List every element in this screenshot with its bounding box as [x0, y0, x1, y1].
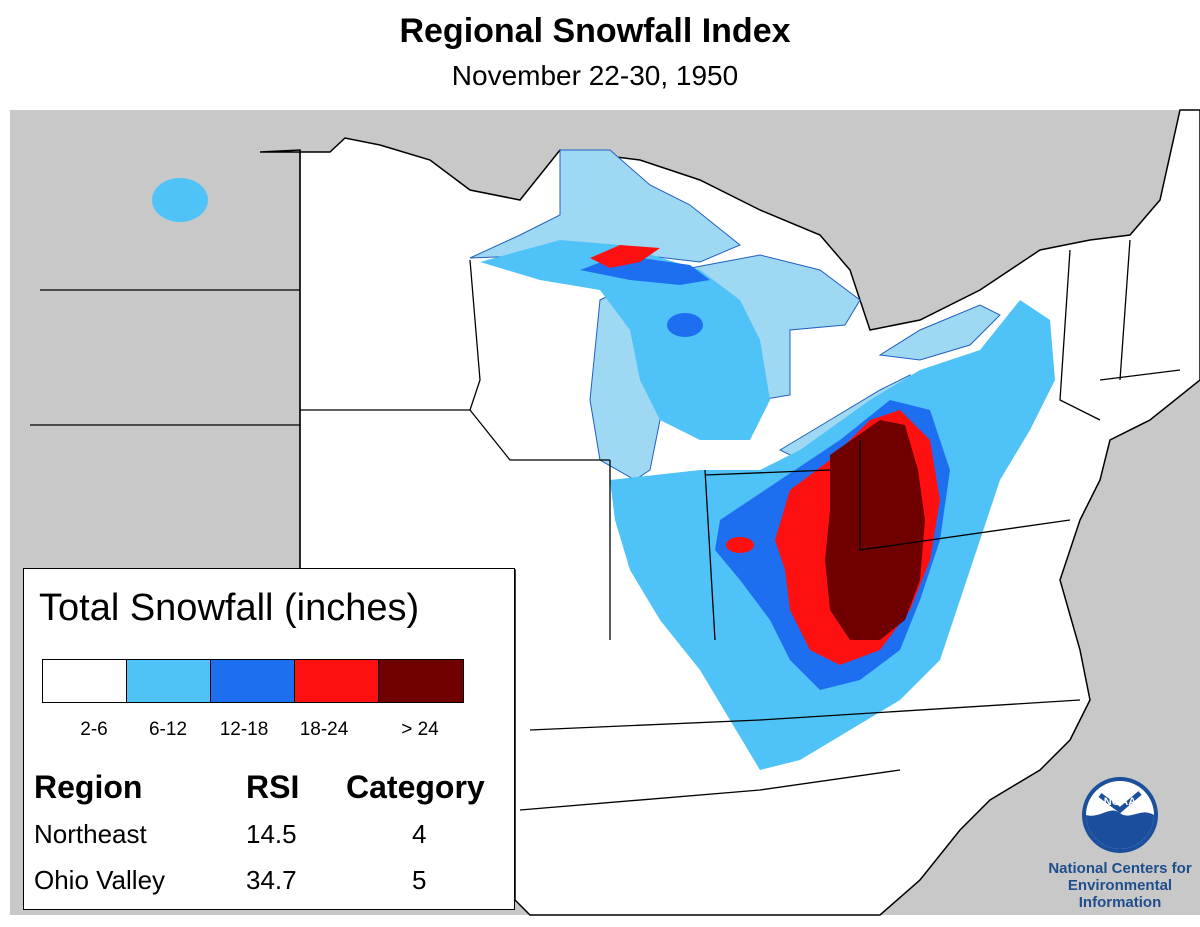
- legend-title: Total Snowfall (inches): [39, 587, 420, 629]
- rsi-row-category: 4: [412, 819, 427, 849]
- rsi-header-rsi: RSI: [246, 769, 300, 805]
- legend-label-6-12: 6-12: [148, 719, 188, 740]
- rsi-row-region: Northeast: [34, 819, 147, 849]
- legend-labels: 2-6 6-12 12-18 18-24 > 24: [42, 719, 482, 741]
- rsi-header-region: Region: [34, 769, 143, 805]
- rsi-row-value: 34.7: [246, 865, 297, 895]
- state-borders: [30, 150, 1181, 811]
- noaa-badge-text: NOAA: [1104, 796, 1136, 808]
- ncei-org-name: National Centers for Environmental Infor…: [1040, 860, 1200, 911]
- ncei-line-1: National Centers for: [1048, 860, 1192, 877]
- rsi-row-region: Ohio Valley: [34, 865, 166, 895]
- ncei-line-3: Information: [1078, 894, 1162, 911]
- legend-swatch-18-24: [295, 660, 379, 702]
- legend-panel: Total Snowfall (inches) 2-6 6-12 12-18 1…: [23, 568, 515, 910]
- map-subtitle: November 22-30, 1950: [451, 60, 739, 91]
- legend-label-18-24: 18-24: [299, 719, 349, 740]
- legend-swatch-gt-24: [379, 660, 463, 702]
- legend-label-2-6: 2-6: [80, 719, 108, 740]
- ncei-line-2: Environmental: [1067, 877, 1173, 894]
- legend-swatch-6-12: [127, 660, 211, 702]
- noaa-logo: [1082, 777, 1158, 853]
- legend-swatches: [42, 659, 464, 703]
- lake-ontario: [878, 304, 1001, 361]
- legend-swatch-2-6: [43, 660, 127, 702]
- legend-label-12-18: 12-18: [219, 719, 269, 740]
- legend-swatch-12-18: [211, 660, 295, 702]
- rsi-header-category: Category: [346, 769, 485, 805]
- map-title: Regional Snowfall Index: [399, 12, 791, 50]
- rsi-row-value: 14.5: [246, 819, 297, 849]
- rsi-row-category: 5: [412, 865, 427, 895]
- legend-label-gt-24: > 24: [401, 719, 439, 740]
- snowfall-gt-24-area: [825, 420, 925, 640]
